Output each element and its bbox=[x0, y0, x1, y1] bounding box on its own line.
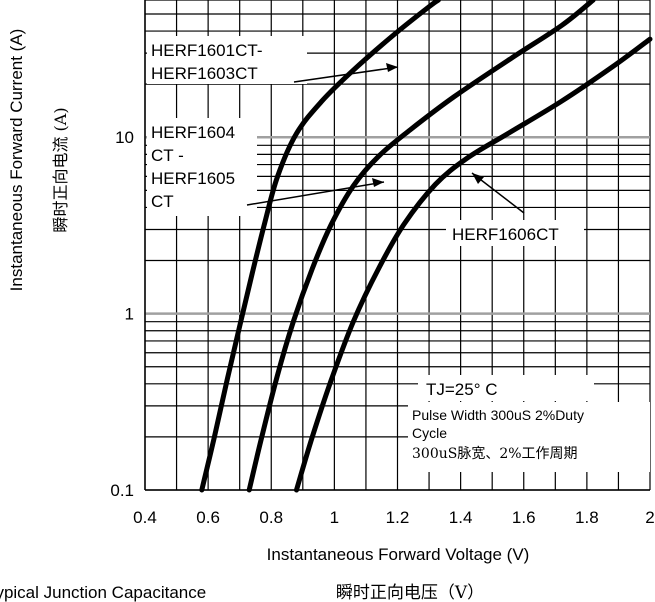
x-tick-labels: 0.4 0.6 0.8 1 1.2 1.4 1.6 1.8 2 bbox=[133, 508, 655, 527]
y-tick-label: 10 bbox=[115, 128, 134, 147]
series1-label-bg bbox=[147, 36, 307, 84]
x-tick-label: 1 bbox=[330, 508, 339, 527]
x-tick-label: 1.6 bbox=[512, 508, 536, 527]
series1-label-line1: HERF1601CT- bbox=[151, 41, 262, 60]
series1-label-line2: HERF1603CT bbox=[151, 64, 258, 83]
annotation-arrows bbox=[246, 63, 525, 214]
x-axis-title: Instantaneous Forward Voltage (V) bbox=[267, 545, 530, 564]
series2-arrow-line bbox=[246, 181, 385, 206]
curves bbox=[199, 0, 653, 493]
x-tick-label: 1.2 bbox=[386, 508, 410, 527]
condition-tj-bg bbox=[418, 375, 594, 401]
x-tick-label: 0.6 bbox=[196, 508, 220, 527]
condition-pw-bg bbox=[408, 402, 650, 472]
series3-label: HERF1606CT bbox=[452, 225, 559, 244]
y-tick-labels: 0.1 1 10 bbox=[110, 128, 134, 500]
x-tick-label: 0.8 bbox=[259, 508, 283, 527]
y-axis-title-cn: 瞬时正向电流 (A) bbox=[51, 107, 70, 232]
series-line-3 bbox=[294, 36, 653, 493]
series-line-2 bbox=[246, 0, 596, 493]
condition-tj: TJ=25° C bbox=[426, 380, 498, 399]
series2-label-line3: HERF1605 bbox=[151, 169, 235, 188]
x-tick-label: 2 bbox=[645, 508, 654, 527]
condition-pulse-width-cn: 300uS脉宽、2%工作周期 bbox=[412, 445, 578, 462]
series1-arrow-line bbox=[293, 66, 399, 83]
series-line-1 bbox=[199, 0, 441, 493]
condition-cycle: Cycle bbox=[412, 425, 447, 441]
y-axis-title: Instantaneous Forward Current (A) bbox=[7, 29, 26, 292]
series2-label-bg bbox=[147, 118, 257, 216]
series2-label-line1: HERF1604 bbox=[151, 123, 235, 142]
chart-caption: Typical Junction Capacitance bbox=[0, 583, 206, 602]
series3-arrow-head bbox=[472, 173, 484, 184]
y-tick-label: 1 bbox=[125, 305, 134, 324]
series3-label-bg bbox=[446, 220, 584, 246]
series1-arrow-head bbox=[386, 63, 398, 72]
series2-label-line2: CT - bbox=[151, 146, 184, 165]
series2-arrow-head bbox=[372, 178, 384, 187]
x-tick-label: 1.8 bbox=[575, 508, 599, 527]
x-tick-label: 1.4 bbox=[449, 508, 473, 527]
x-tick-label: 0.4 bbox=[133, 508, 157, 527]
condition-pulse-width: Pulse Width 300uS 2%Duty bbox=[412, 407, 584, 423]
series2-label-line4: CT bbox=[151, 192, 174, 211]
x-axis-title-cn: 瞬时正向电压（V） bbox=[336, 583, 484, 602]
y-tick-label: 0.1 bbox=[110, 481, 134, 500]
